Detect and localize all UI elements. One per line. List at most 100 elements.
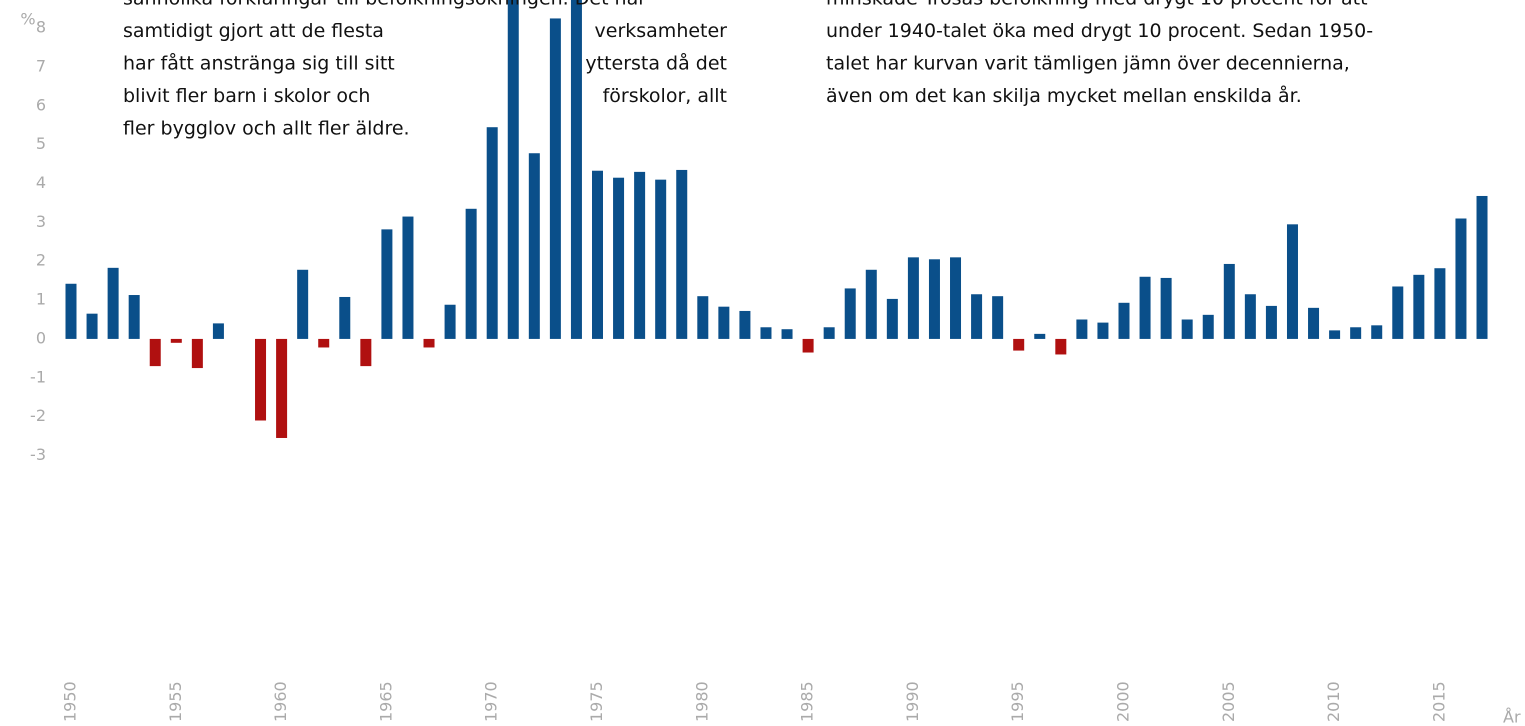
bar [1034,333,1046,339]
bar [549,18,561,339]
bar [1329,330,1341,339]
bar [339,296,351,339]
x-tick-label: 1950 [61,681,80,722]
y-axis-label: % [20,10,35,29]
bar [1434,268,1446,339]
bar [1202,314,1214,339]
bar [1139,276,1151,339]
x-axis-label: År [1503,708,1521,726]
bar [1286,224,1298,339]
bar [1455,218,1467,339]
bar [971,294,983,339]
bar [823,327,835,339]
annotation-text: yttersta då det [585,52,727,75]
x-tick-label: 1985 [798,681,817,722]
bar [255,338,267,421]
bar [634,171,646,339]
bar [1476,195,1488,339]
bar [191,338,203,369]
y-tick-label: 3 [36,212,46,231]
bar [992,296,1004,339]
bar [128,295,140,339]
bar [1160,277,1172,339]
bar [1392,286,1404,339]
bar [928,259,940,339]
y-tick-label: -3 [30,445,46,464]
bar [802,338,814,353]
bar [570,0,582,339]
bar [423,338,435,348]
y-tick-label: 2 [36,251,46,270]
annotation-text: har fått anstränga sig till sitt [123,52,395,75]
y-tick-label: 5 [36,134,46,153]
x-tick-label: 1955 [166,681,185,722]
x-tick-label: 2015 [1429,681,1448,722]
x-tick-label: 1980 [692,681,711,722]
annotation-text: sannolika förklaringar till befolkningsö… [123,0,646,10]
bar [655,179,667,339]
bar [402,216,414,339]
bar [865,269,877,339]
y-tick-label: 1 [36,290,46,309]
x-tick-label: 1965 [376,681,395,722]
bar [528,153,540,339]
y-tick-label: -1 [30,367,46,386]
bar [465,208,477,339]
annotation-text: minskade Trosas befolkning med drygt 10 … [826,0,1368,10]
bar [107,267,119,339]
bar [613,177,625,339]
bar [212,323,224,339]
bar [1013,338,1025,351]
bar [907,257,919,339]
annotation-text: blivit fler barn i skolor och [123,85,370,107]
bar [318,338,330,348]
bar [1371,325,1383,339]
bar [1244,294,1256,339]
bar [360,338,372,367]
bar [676,169,688,339]
y-tick-label: 8 [36,18,46,37]
bar [507,0,519,339]
x-tick-label: 1975 [587,681,606,722]
bar [739,310,751,339]
bar [444,304,456,339]
x-tick-label: 1970 [482,681,501,722]
annotation-text: verksamheter [595,20,728,42]
x-tick-label: 1990 [903,681,922,722]
bar [886,298,898,339]
bar [950,257,962,339]
bar [1118,302,1130,339]
y-tick-label: 4 [36,173,46,192]
x-tick-label: 2010 [1324,681,1343,722]
bar [592,170,603,339]
bar [718,306,730,339]
bar [297,269,309,339]
bar [1181,319,1193,339]
bar [760,327,772,339]
bar [1097,322,1109,339]
bar [86,313,98,339]
x-tick-label: 2005 [1219,681,1238,722]
bar [1223,263,1235,339]
x-tick-label: 1995 [1008,681,1027,722]
bar [486,127,498,339]
x-tick-label: 1960 [271,681,290,722]
bar [381,229,393,339]
annotation-text: under 1940-talet öka med drygt 10 procen… [826,20,1373,42]
bar [1055,338,1067,355]
bar [781,329,793,339]
bar [1413,274,1425,339]
y-tick-label: 0 [36,328,46,347]
annotation-text: även om det kan skilja mycket mellan ens… [826,84,1302,107]
bar [1076,319,1088,339]
bar [276,338,288,438]
y-tick-label: 6 [36,95,46,114]
bar [170,338,182,343]
bar [65,283,77,339]
y-tick-label: -2 [30,406,46,425]
annotation-text: förskolor, allt [603,85,727,107]
x-tick-label: 2000 [1114,681,1133,722]
y-tick-label: 7 [36,57,46,76]
bar [149,338,161,367]
